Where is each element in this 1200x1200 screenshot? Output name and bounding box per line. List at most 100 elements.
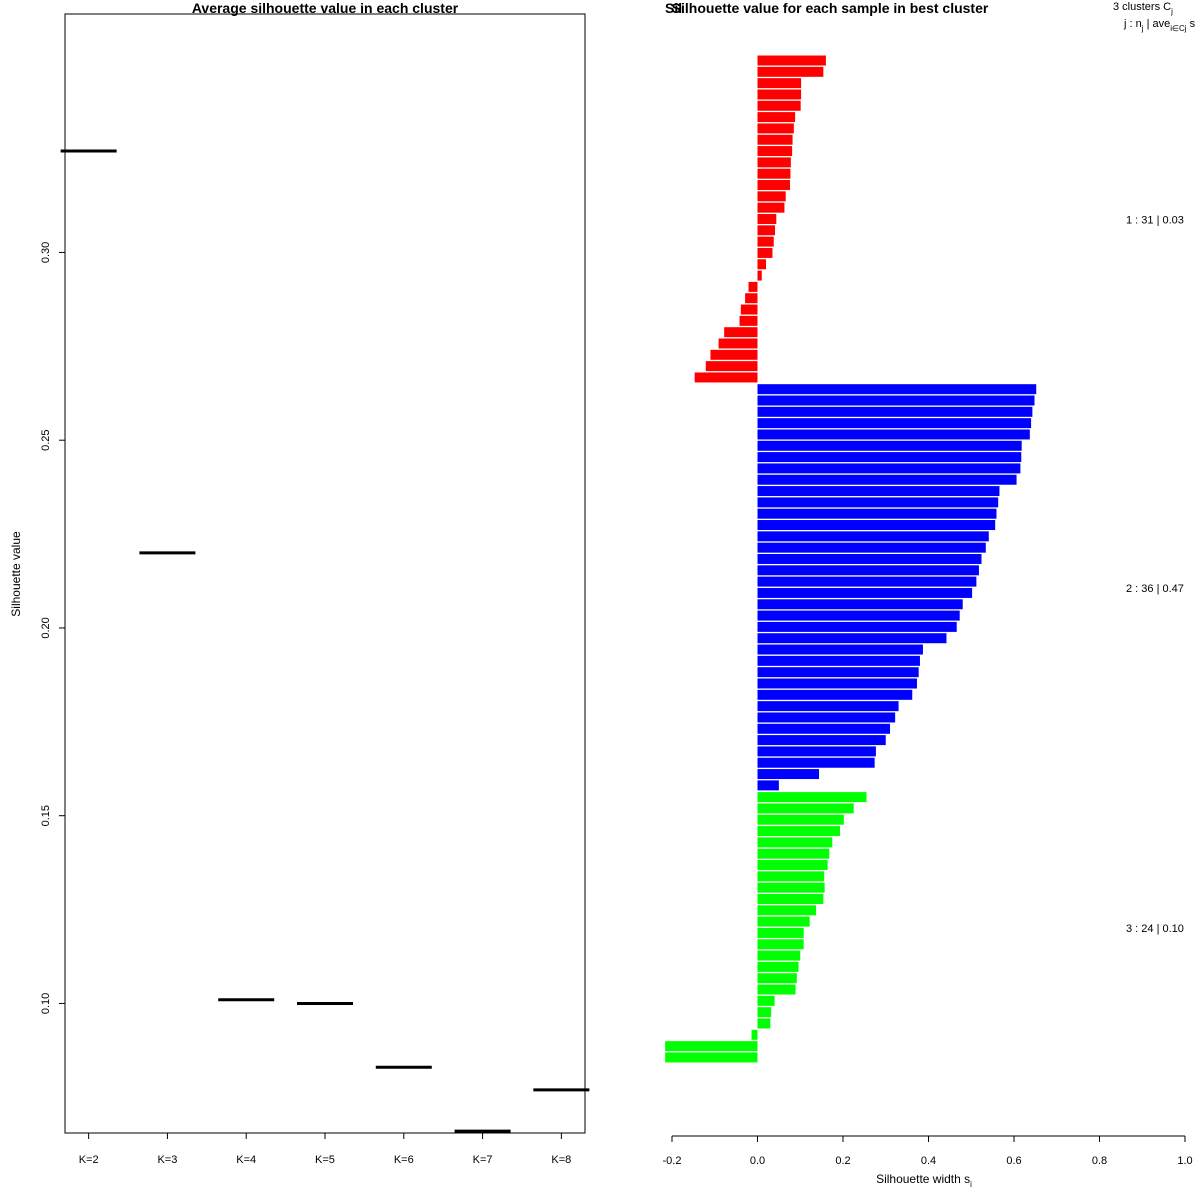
right-x-tick-label: 0.4 [921,1155,936,1167]
silhouette-bar [757,213,777,224]
cluster-label: 3 : 24 | 0.10 [1126,923,1184,935]
silhouette-bar [757,270,762,281]
silhouette-bar [757,814,844,825]
silhouette-bar [757,735,886,746]
silhouette-bar [757,893,824,904]
silhouette-bar [757,633,947,644]
silhouette-bar [718,338,758,349]
silhouette-bar [757,497,999,508]
left-x-tick-label: K=3 [157,1154,177,1166]
left-y-axis: 0.10 0.15 0.20 0.25 0.30 [40,242,65,1014]
right-x-tick-label: 0.2 [835,1155,850,1167]
silhouette-bar [757,780,779,791]
silhouette-bar [757,746,876,757]
silhouette-bar [757,55,826,66]
silhouette-bar [757,440,1022,451]
silhouette-bar [757,1007,772,1018]
silhouette-bar [757,621,957,632]
left-y-tick-label: 0.10 [40,993,52,1014]
silhouette-bar [757,395,1035,406]
silhouette-bar [757,225,776,236]
left-chart-marks [60,149,590,1133]
silhouette-bar [757,826,841,837]
silhouette-bar [757,689,913,700]
silhouette-bar [757,486,1000,497]
silhouette-bar [757,259,767,270]
silhouette-bar [757,418,1032,429]
silhouette-bar [757,406,1033,417]
left-x-tick-label: K=6 [394,1154,414,1166]
silhouette-bar [757,429,1030,440]
cluster-label: 2 : 36 | 0.47 [1126,583,1184,595]
silhouette-bar [757,984,796,995]
silhouette-bar [757,950,801,961]
left-plot-frame [64,13,586,1134]
silhouette-bar [757,191,786,202]
right-x-axis: -0.2 0.0 0.2 0.4 0.6 0.8 1.0 [663,1135,1193,1167]
right-x-tick-label: 0.0 [750,1155,765,1167]
right-x-axis-label: Silhouette width si [876,1172,972,1189]
right-x-tick-label: 0.8 [1092,1155,1107,1167]
silhouette-bar [757,565,979,576]
cluster-labels: 1 : 31 | 0.03 2 : 36 | 0.47 3 : 24 | 0.10 [1126,215,1184,935]
silhouette-bar [757,78,802,89]
left-y-tick-label: 0.15 [40,805,52,826]
silhouette-bar [757,168,791,179]
silhouette-bar [757,587,973,598]
silhouette-bar [757,723,891,734]
left-x-tick-label: K=7 [473,1154,493,1166]
silhouette-bar [757,837,833,848]
silhouette-bar [757,905,817,916]
silhouette-bar [757,474,1017,485]
silhouette-bar [757,757,875,768]
silhouette-bar [757,66,824,77]
silhouette-bar [757,644,923,655]
silhouette-bar [757,871,825,882]
silhouette-bar [757,89,802,100]
silhouette-bar [757,995,775,1006]
silhouette-bar [757,508,997,519]
silhouette-bar [757,531,989,542]
silhouette-bar [757,576,977,587]
left-y-axis-label: Silhouette value [9,531,23,617]
left-y-tick-label: 0.25 [40,429,52,450]
right-x-tick-label: 0.6 [1006,1155,1021,1167]
silhouette-bar [757,610,960,621]
silhouette-bar [757,678,917,689]
silhouette-bar [739,315,758,326]
silhouette-bar [757,463,1021,474]
silhouette-bar [757,157,791,168]
silhouette-bar [757,520,996,531]
silhouette-bar [710,349,758,360]
right-chart-title: Silhouette value for each sample in best… [672,0,989,16]
silhouette-bar [665,1041,758,1052]
silhouette-bar [757,112,796,123]
silhouette-bar [757,553,982,564]
left-x-tick-label: K=5 [315,1154,335,1166]
right-chart-bars [665,55,1037,1063]
silhouette-bar [757,712,896,723]
silhouette-bar [757,655,920,666]
right-x-tick-label: 1.0 [1177,1155,1192,1167]
right-x-tick-label: -0.2 [663,1155,682,1167]
left-x-tick-label: K=8 [551,1154,571,1166]
legend-header: 3 clusters Cj [1113,1,1173,16]
silhouette-bar [757,803,854,814]
silhouette-bar [757,100,801,111]
silhouette-bar [757,180,790,191]
silhouette-bar [740,304,758,315]
silhouette-bar [757,701,899,712]
silhouette-bar [757,146,793,157]
left-x-tick-label: K=2 [79,1154,99,1166]
silhouette-bar [757,860,828,871]
silhouette-bar [757,973,797,984]
silhouette-bar [757,384,1037,395]
silhouette-bar [748,281,758,292]
silhouette-bar [757,961,799,972]
silhouette-bar [757,769,820,780]
cluster-label: 1 : 31 | 0.03 [1126,215,1184,227]
silhouette-bar [757,1018,771,1029]
silhouette-bar [757,939,804,950]
silhouette-bar [757,667,919,678]
